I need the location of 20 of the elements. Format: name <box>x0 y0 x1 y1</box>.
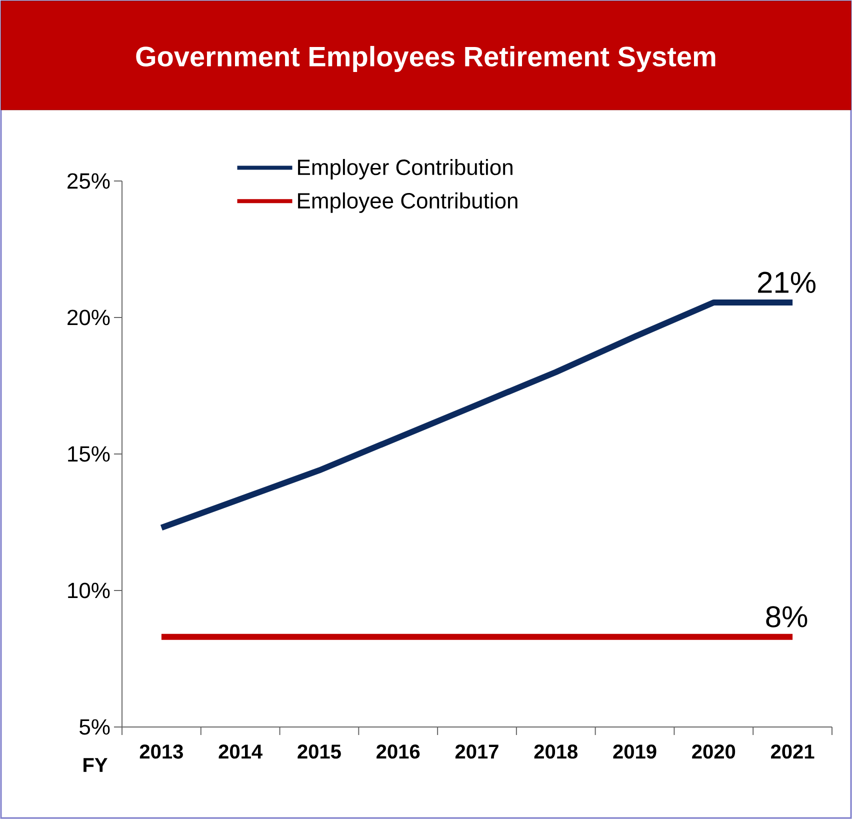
y-tick-label: 5% <box>80 719 110 735</box>
x-tick-label: 2017 <box>455 744 498 759</box>
x-tick-label: 2016 <box>376 744 420 759</box>
x-tick-label: 2020 <box>692 744 736 759</box>
chart-title: Government Employees Retirement System <box>136 46 716 72</box>
y-tick-label: 20% <box>68 310 110 326</box>
legend-label: Employee Contribution <box>298 192 518 213</box>
y-tick-label: 10% <box>68 582 110 598</box>
x-tick-label: 2015 <box>298 744 341 759</box>
x-tick-label: 2018 <box>534 744 578 759</box>
annotation: 8% <box>766 606 808 628</box>
annotation: 21% <box>758 272 816 293</box>
x-tick-label: 2014 <box>218 744 262 759</box>
x-tick-label: 2021 <box>770 744 814 759</box>
legend-label: Employer Contribution <box>298 158 512 180</box>
x-axis-title: FY <box>84 758 108 772</box>
y-tick-label: 25% <box>68 173 110 189</box>
x-tick-label: 2019 <box>613 744 656 759</box>
x-tick-label: 2013 <box>140 744 183 759</box>
y-tick-label: 15% <box>68 446 110 462</box>
